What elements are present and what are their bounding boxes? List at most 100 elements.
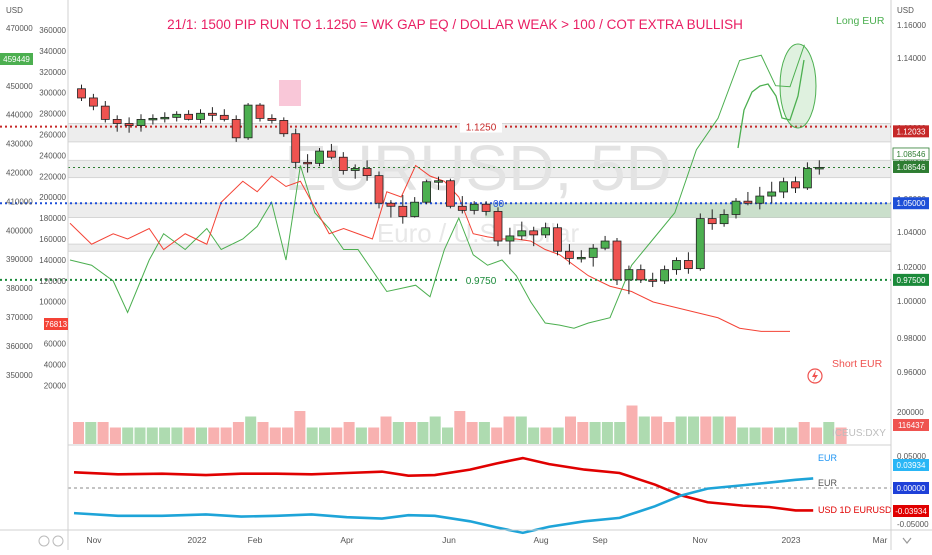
volume-bar	[331, 427, 343, 444]
right-badge-bg	[893, 125, 929, 138]
candle-down	[398, 205, 408, 217]
left-inner-tick: 220000	[39, 172, 66, 181]
indicator-eur-badge-bg	[893, 459, 929, 471]
candle-up	[624, 269, 634, 281]
candle-down	[231, 119, 241, 139]
right-tick: 1.16000	[897, 21, 926, 30]
candle-up	[410, 201, 420, 217]
volume-bar	[417, 422, 429, 444]
level-label-partial: 00	[493, 199, 505, 210]
volume-bar	[257, 422, 269, 444]
candle-down	[267, 117, 277, 121]
projection-path	[737, 59, 805, 149]
candle-down	[791, 181, 800, 189]
candle-down	[279, 120, 289, 135]
gap-highlight	[279, 80, 301, 106]
left-inner-tick: 260000	[39, 131, 66, 140]
volume-bar	[196, 427, 207, 444]
short-eur-label: Short EUR	[832, 358, 883, 370]
left-outer-tick: 440000	[6, 111, 33, 120]
eur-line-label: EUR	[818, 453, 838, 463]
candle-down	[707, 218, 717, 225]
right-badge-bg	[893, 273, 929, 286]
right-badge-extra: 1.08546	[897, 150, 926, 159]
chevron-down-icon[interactable]	[902, 537, 912, 544]
x-tick: Feb	[248, 535, 263, 545]
indicator-zero-badge: 0.00000	[897, 484, 926, 493]
lightning-icon[interactable]	[807, 368, 823, 384]
volume-bar	[368, 427, 380, 444]
left-inner-tick: 280000	[39, 110, 66, 119]
candle-up	[434, 180, 443, 183]
volume-bar	[171, 427, 183, 444]
settings-icon[interactable]	[38, 535, 50, 547]
volume-bar	[355, 427, 367, 444]
candle-down	[493, 210, 503, 242]
candle-up	[695, 218, 705, 270]
chart-title: 21/1: 1500 PIP RUN TO 1.1250 = WK GAP EQ…	[167, 17, 743, 32]
x-tick: Nov	[692, 535, 708, 545]
right-tick: 0.98000	[897, 334, 926, 343]
volume-bar	[454, 411, 466, 444]
volume-bar	[232, 422, 244, 444]
watermark-symbol: EURUSD, 5D	[284, 132, 672, 204]
candle-up	[660, 269, 669, 282]
right-badge-extra-bg	[892, 147, 930, 161]
cot-layer	[69, 44, 805, 332]
clock-icon[interactable]	[52, 535, 64, 547]
indicator-eur-badge: 0.03934	[897, 461, 926, 470]
indicator-name: ICEUS:DXY	[832, 428, 886, 439]
candle-up	[767, 191, 777, 197]
candle-down	[291, 133, 301, 163]
left-outer-tick: 380000	[6, 284, 33, 293]
volume-layer	[73, 405, 847, 444]
volume-bar	[626, 405, 638, 444]
candle-down	[481, 203, 491, 212]
candle-up	[719, 214, 729, 225]
volume-bar	[577, 422, 589, 444]
candle-up	[803, 168, 812, 189]
left-inner-tick: 360000	[39, 26, 66, 35]
right-badge: 1.05000	[897, 199, 926, 208]
candle-up	[160, 116, 170, 120]
left-inner-tick: 140000	[39, 256, 66, 265]
volume-bar	[724, 416, 736, 444]
volume-bar	[97, 422, 109, 444]
volume-bar	[614, 422, 626, 444]
right-axis-currency: USD	[897, 6, 914, 15]
right-badge-bg	[893, 160, 929, 173]
left-outer-tick: 410000	[6, 197, 33, 206]
right-tick: 1.04000	[897, 228, 926, 237]
candle-up	[814, 167, 824, 170]
volume-bar	[528, 427, 540, 444]
candle-down	[648, 279, 658, 282]
candle-up	[196, 112, 205, 120]
candle-up	[755, 195, 765, 204]
x-tick: Jun	[442, 535, 456, 545]
volume-bar	[688, 416, 699, 444]
volume-bar	[515, 416, 527, 444]
volume-bar	[109, 427, 121, 444]
level-label: 1.1250	[466, 123, 497, 134]
volume-bar	[823, 422, 835, 444]
right-badge: 1.08546	[897, 163, 926, 172]
x-tick: Aug	[533, 535, 548, 545]
candle-down	[684, 260, 693, 270]
candle-down	[219, 114, 229, 120]
volume-bar	[651, 416, 663, 444]
x-tick: Apr	[340, 535, 353, 545]
right-badge: 1.12033	[897, 127, 926, 136]
left-axis-currency: USD	[6, 6, 23, 15]
left-inner-tick: 200000	[39, 193, 66, 202]
cot-long-line	[69, 44, 805, 329]
volume-bar	[269, 427, 281, 444]
volume-bar	[712, 416, 724, 444]
candle-down	[303, 161, 313, 165]
candle-up	[315, 150, 324, 164]
volume-badge-bg	[893, 419, 929, 431]
right-tick: 1.08000	[897, 156, 926, 165]
candle-up	[505, 235, 515, 242]
zone-highlight	[485, 203, 891, 218]
x-tick: Sep	[592, 535, 607, 545]
volume-bar	[786, 427, 798, 444]
